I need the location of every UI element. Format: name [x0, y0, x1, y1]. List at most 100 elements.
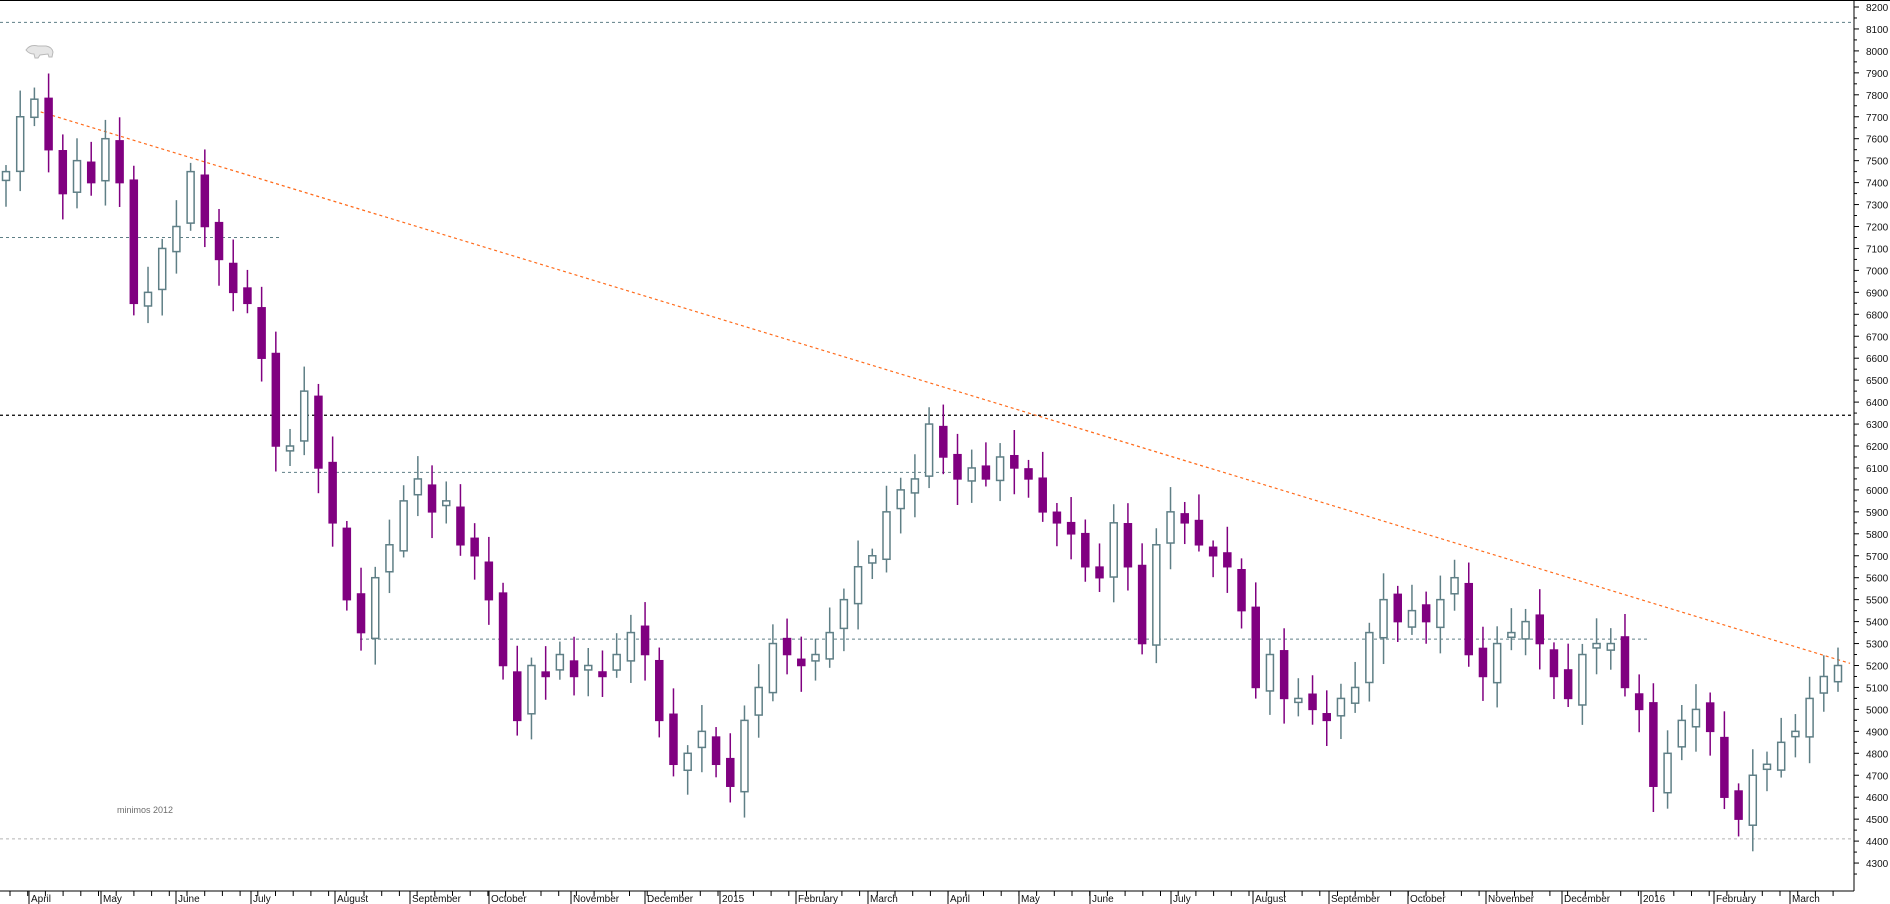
candle-body-up [740, 719, 749, 793]
candle-body-down [228, 262, 238, 294]
candle [1578, 643, 1587, 725]
candle [1322, 690, 1331, 746]
candle [1748, 749, 1758, 852]
candle [243, 269, 252, 314]
y-tick-label: 4500 [1866, 815, 1889, 826]
candle [513, 645, 522, 736]
candle-body-up [1776, 741, 1786, 771]
candle [768, 624, 778, 702]
candle-body-down [655, 659, 664, 722]
candle [30, 87, 39, 127]
candle [1393, 585, 1403, 643]
candle-body-up [584, 664, 593, 671]
candle-body-down [1705, 702, 1715, 733]
candle-body-up [172, 225, 181, 253]
candle-body-up [697, 730, 707, 749]
y-tick-label: 7600 [1866, 135, 1889, 146]
candle-body-down [243, 287, 252, 305]
candle-body-down [44, 97, 53, 151]
candle-body-down [1081, 532, 1090, 568]
candle [200, 149, 210, 248]
candle [1081, 519, 1090, 582]
candle-body-down [1010, 454, 1019, 469]
candle [370, 566, 380, 665]
candle-body-down [1535, 614, 1545, 645]
candle [1407, 584, 1417, 635]
candle-body-up [1791, 730, 1800, 738]
candle [1649, 683, 1658, 813]
candle-body-down [541, 671, 550, 678]
candle-body-down [1649, 702, 1658, 787]
candle-body-down [484, 561, 494, 601]
candle [1819, 655, 1829, 712]
candle-body-down [1052, 511, 1062, 524]
y-tick-label: 7700 [1866, 113, 1889, 124]
candle [271, 331, 281, 472]
candle [1436, 575, 1445, 654]
candle [683, 745, 692, 795]
candle [697, 705, 707, 773]
candle-body-down [1279, 650, 1289, 700]
candle-body-down [342, 527, 352, 601]
candle [1279, 628, 1289, 724]
candle [598, 650, 607, 697]
y-tick-label: 5100 [1866, 683, 1889, 694]
annotation-minimos-2012: minimos 2012 [117, 805, 173, 815]
candle [981, 442, 991, 487]
y-tick-label: 7500 [1866, 157, 1889, 168]
y-tick-label: 5300 [1866, 640, 1889, 651]
y-tick-label: 6800 [1866, 310, 1889, 321]
x-tick-label: May [1021, 894, 1040, 904]
candle [257, 286, 266, 382]
candle-body-down [1563, 669, 1573, 700]
candle [740, 705, 749, 818]
candle-body-up [1592, 642, 1601, 649]
candle [569, 636, 579, 696]
y-tick-label: 4400 [1866, 837, 1889, 848]
candle-body-down [1720, 736, 1729, 798]
candle-body-up [995, 456, 1005, 482]
candle-body-up [555, 653, 565, 671]
candle-body-down [271, 352, 281, 447]
candle-body-down [1421, 604, 1431, 623]
x-tick-label: February [1716, 894, 1756, 904]
candle-body-down [1634, 693, 1644, 711]
candle-body-up [1507, 631, 1516, 639]
candle-body-down [456, 506, 465, 546]
x-tick-label: 2015 [722, 894, 745, 904]
candle [399, 485, 408, 558]
candle [1606, 628, 1616, 670]
candle [541, 646, 550, 700]
candle-body-down [1620, 636, 1630, 689]
candle-body-down [1549, 649, 1559, 678]
candle [1152, 528, 1161, 664]
candles [1, 73, 1843, 852]
candle [1123, 503, 1133, 591]
candle-body-down [1734, 790, 1743, 820]
candle-body-up [1677, 719, 1687, 748]
candle-body-down [1208, 546, 1218, 557]
candle [1663, 730, 1672, 809]
candle [640, 602, 650, 681]
candle [1734, 783, 1743, 837]
candle-body-up [1578, 653, 1587, 706]
candle [711, 727, 721, 778]
candle [1535, 589, 1545, 670]
candle [172, 200, 181, 274]
y-tick-label: 5500 [1866, 596, 1889, 607]
candle-body-up [1407, 609, 1417, 628]
candle [1010, 430, 1019, 495]
candle [1464, 562, 1474, 667]
candle-body-up [626, 631, 636, 662]
x-tick-label: July [1173, 894, 1191, 904]
candle [924, 407, 934, 489]
candle-body-down [129, 179, 139, 305]
candle-body-up [15, 116, 25, 173]
candle-body-down [1066, 521, 1076, 535]
candle-body-up [299, 390, 309, 442]
candle-body-down [569, 660, 579, 678]
candle [72, 138, 82, 209]
y-tick-label: 5800 [1866, 530, 1889, 541]
candle [498, 582, 508, 680]
candle [1620, 613, 1630, 697]
